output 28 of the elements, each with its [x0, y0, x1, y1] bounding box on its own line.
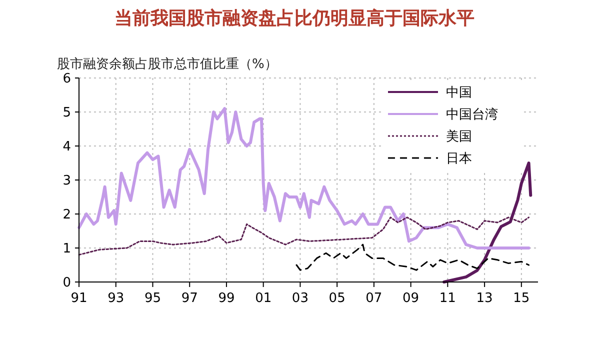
y-tick-label: 6	[62, 72, 71, 87]
y-tick-label: 2	[62, 208, 71, 223]
line-series	[78, 107, 530, 250]
x-tick-label: 91	[70, 291, 88, 306]
x-tick-label: 03	[292, 291, 308, 306]
legend-label: 美国	[446, 128, 472, 145]
y-tick-label: 1	[62, 242, 71, 257]
legend-label: 中国	[446, 86, 472, 101]
x-tick-label: 01	[255, 291, 272, 306]
x-tick-label: 13	[476, 291, 493, 306]
x-tick-label: 95	[144, 291, 162, 306]
x-tick-label: 09	[402, 291, 420, 306]
x-tick-label: 99	[218, 291, 235, 306]
line-series	[296, 244, 530, 271]
x-tick-label: 05	[328, 291, 346, 306]
legend-label: 日本	[446, 152, 472, 167]
y-tick-label: 5	[62, 106, 71, 121]
x-tick-label: 11	[439, 291, 456, 306]
y-tick-label: 3	[62, 174, 71, 189]
y-tick-label: 4	[62, 140, 71, 155]
chart-title: 当前我国股市融资盘占比仍明显高于国际水平	[114, 8, 474, 29]
x-tick-label: 07	[366, 291, 382, 306]
x-tick-label: 15	[513, 291, 530, 306]
x-tick-label: 97	[181, 291, 198, 306]
y-tick-label: 0	[62, 276, 71, 291]
y-axis-title: 股市融资余额占股市总市值比重（%）	[57, 57, 278, 72]
x-tick-label: 93	[108, 291, 124, 306]
legend-label: 中国台湾	[446, 106, 498, 123]
